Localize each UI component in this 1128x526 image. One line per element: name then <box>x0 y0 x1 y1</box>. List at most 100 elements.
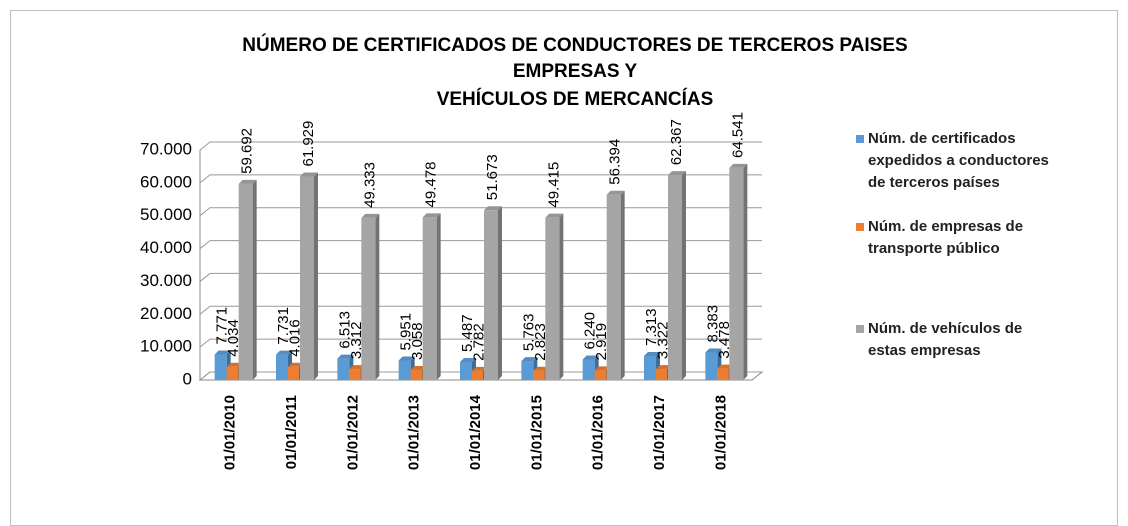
y-tick-label: 10.000 <box>140 337 192 356</box>
x-tick-label: 01/01/2012 <box>344 395 361 470</box>
legend-swatch <box>856 223 864 231</box>
bar-side <box>498 206 502 380</box>
bar-top <box>705 348 722 353</box>
legend-item: Núm. de empresas de transporte público <box>856 216 1058 260</box>
data-label: 2.823 <box>532 323 549 361</box>
bar <box>521 361 534 380</box>
chart-title: EMPRESAS Y <box>513 61 638 82</box>
data-label: 51.673 <box>484 154 501 200</box>
legend-swatch <box>856 325 864 333</box>
legend-swatch <box>856 135 864 143</box>
bar-top <box>337 354 354 359</box>
data-label: 7.313 <box>643 308 660 346</box>
bar <box>337 358 350 380</box>
bar-top <box>606 190 625 195</box>
data-label: 2.782 <box>470 323 487 361</box>
data-label: 49.478 <box>423 162 440 208</box>
x-tick-label: 01/01/2016 <box>590 395 607 470</box>
legend-label: Núm. de vehículos de estas empresas <box>868 320 1023 359</box>
bar-top <box>533 366 549 371</box>
x-tick-label: 01/01/2018 <box>712 395 729 470</box>
bar-top <box>361 213 380 218</box>
data-label: 62.367 <box>668 119 685 165</box>
data-label: 6.513 <box>336 311 353 349</box>
bar <box>422 217 437 380</box>
y-tick-label: 20.000 <box>140 304 192 323</box>
grid-line <box>199 174 762 184</box>
bar <box>276 354 288 380</box>
grid-line <box>199 141 762 151</box>
bar-side <box>559 213 564 380</box>
bar <box>545 217 560 380</box>
data-label: 5.763 <box>520 314 537 352</box>
grid-line <box>199 338 762 348</box>
bar-top <box>460 357 476 362</box>
bar-top <box>238 179 257 184</box>
bar <box>533 370 545 380</box>
bar-top <box>288 362 303 367</box>
grid-line <box>199 240 762 249</box>
bar-top <box>545 213 564 218</box>
bar-side <box>375 213 380 380</box>
bar <box>484 210 498 380</box>
bar-top <box>472 366 487 371</box>
bar-side <box>314 172 318 380</box>
bar-side <box>682 171 686 380</box>
data-label: 5.951 <box>398 313 415 351</box>
bar-top <box>484 206 502 211</box>
y-tick-label: 50.000 <box>140 205 192 224</box>
bar <box>214 354 227 380</box>
data-label: 3.478 <box>716 321 733 359</box>
y-tick-label: 60.000 <box>140 172 192 191</box>
bar <box>361 217 376 380</box>
bar <box>288 366 299 380</box>
data-label: 8.383 <box>704 305 721 343</box>
y-tick-label: 0 <box>183 369 192 388</box>
bar <box>656 369 667 380</box>
data-label: 49.415 <box>545 162 562 208</box>
bar <box>472 370 483 380</box>
bar <box>705 352 718 380</box>
bar <box>644 355 656 380</box>
bar-top <box>349 365 365 370</box>
bar <box>594 370 606 380</box>
x-tick-label: 01/01/2011 <box>283 395 300 469</box>
bar <box>410 369 422 380</box>
bar-side <box>620 190 625 380</box>
data-label: 7.771 <box>214 307 231 345</box>
data-label: 4.034 <box>225 319 242 357</box>
grid-line <box>199 207 762 217</box>
chart-title: NÚMERO DE CERTIFICADOS DE CONDUCTORES DE… <box>242 34 907 56</box>
bar <box>398 360 411 380</box>
legend-item: Núm. de vehículos de estas empresas <box>856 318 1058 362</box>
bar <box>582 359 595 380</box>
bar-top <box>226 362 242 367</box>
bar-top <box>300 172 318 177</box>
x-tick-label: 01/01/2013 <box>406 395 423 470</box>
bar <box>226 366 238 380</box>
data-label: 5.487 <box>459 314 476 352</box>
bar-side <box>436 213 441 380</box>
legend-label: Núm. de empresas de transporte público <box>868 218 1024 257</box>
bar-top <box>668 171 686 176</box>
bar-top <box>656 365 671 370</box>
bar <box>606 194 621 380</box>
y-tick-label: 40.000 <box>140 238 192 257</box>
x-tick-label: 01/01/2015 <box>528 395 545 470</box>
bar <box>238 183 253 380</box>
data-label: 3.322 <box>654 322 671 360</box>
data-label: 4.016 <box>286 319 303 357</box>
bar-top <box>521 357 538 362</box>
data-label: 2.919 <box>593 323 610 361</box>
bar-top <box>582 355 599 360</box>
bar-top <box>410 365 426 370</box>
bar-top <box>422 213 441 218</box>
bar-top <box>729 163 748 168</box>
bar-side <box>743 163 748 380</box>
bar-side <box>252 179 257 380</box>
bar <box>300 176 314 380</box>
bar <box>717 368 729 380</box>
chart-frame <box>10 10 1118 526</box>
